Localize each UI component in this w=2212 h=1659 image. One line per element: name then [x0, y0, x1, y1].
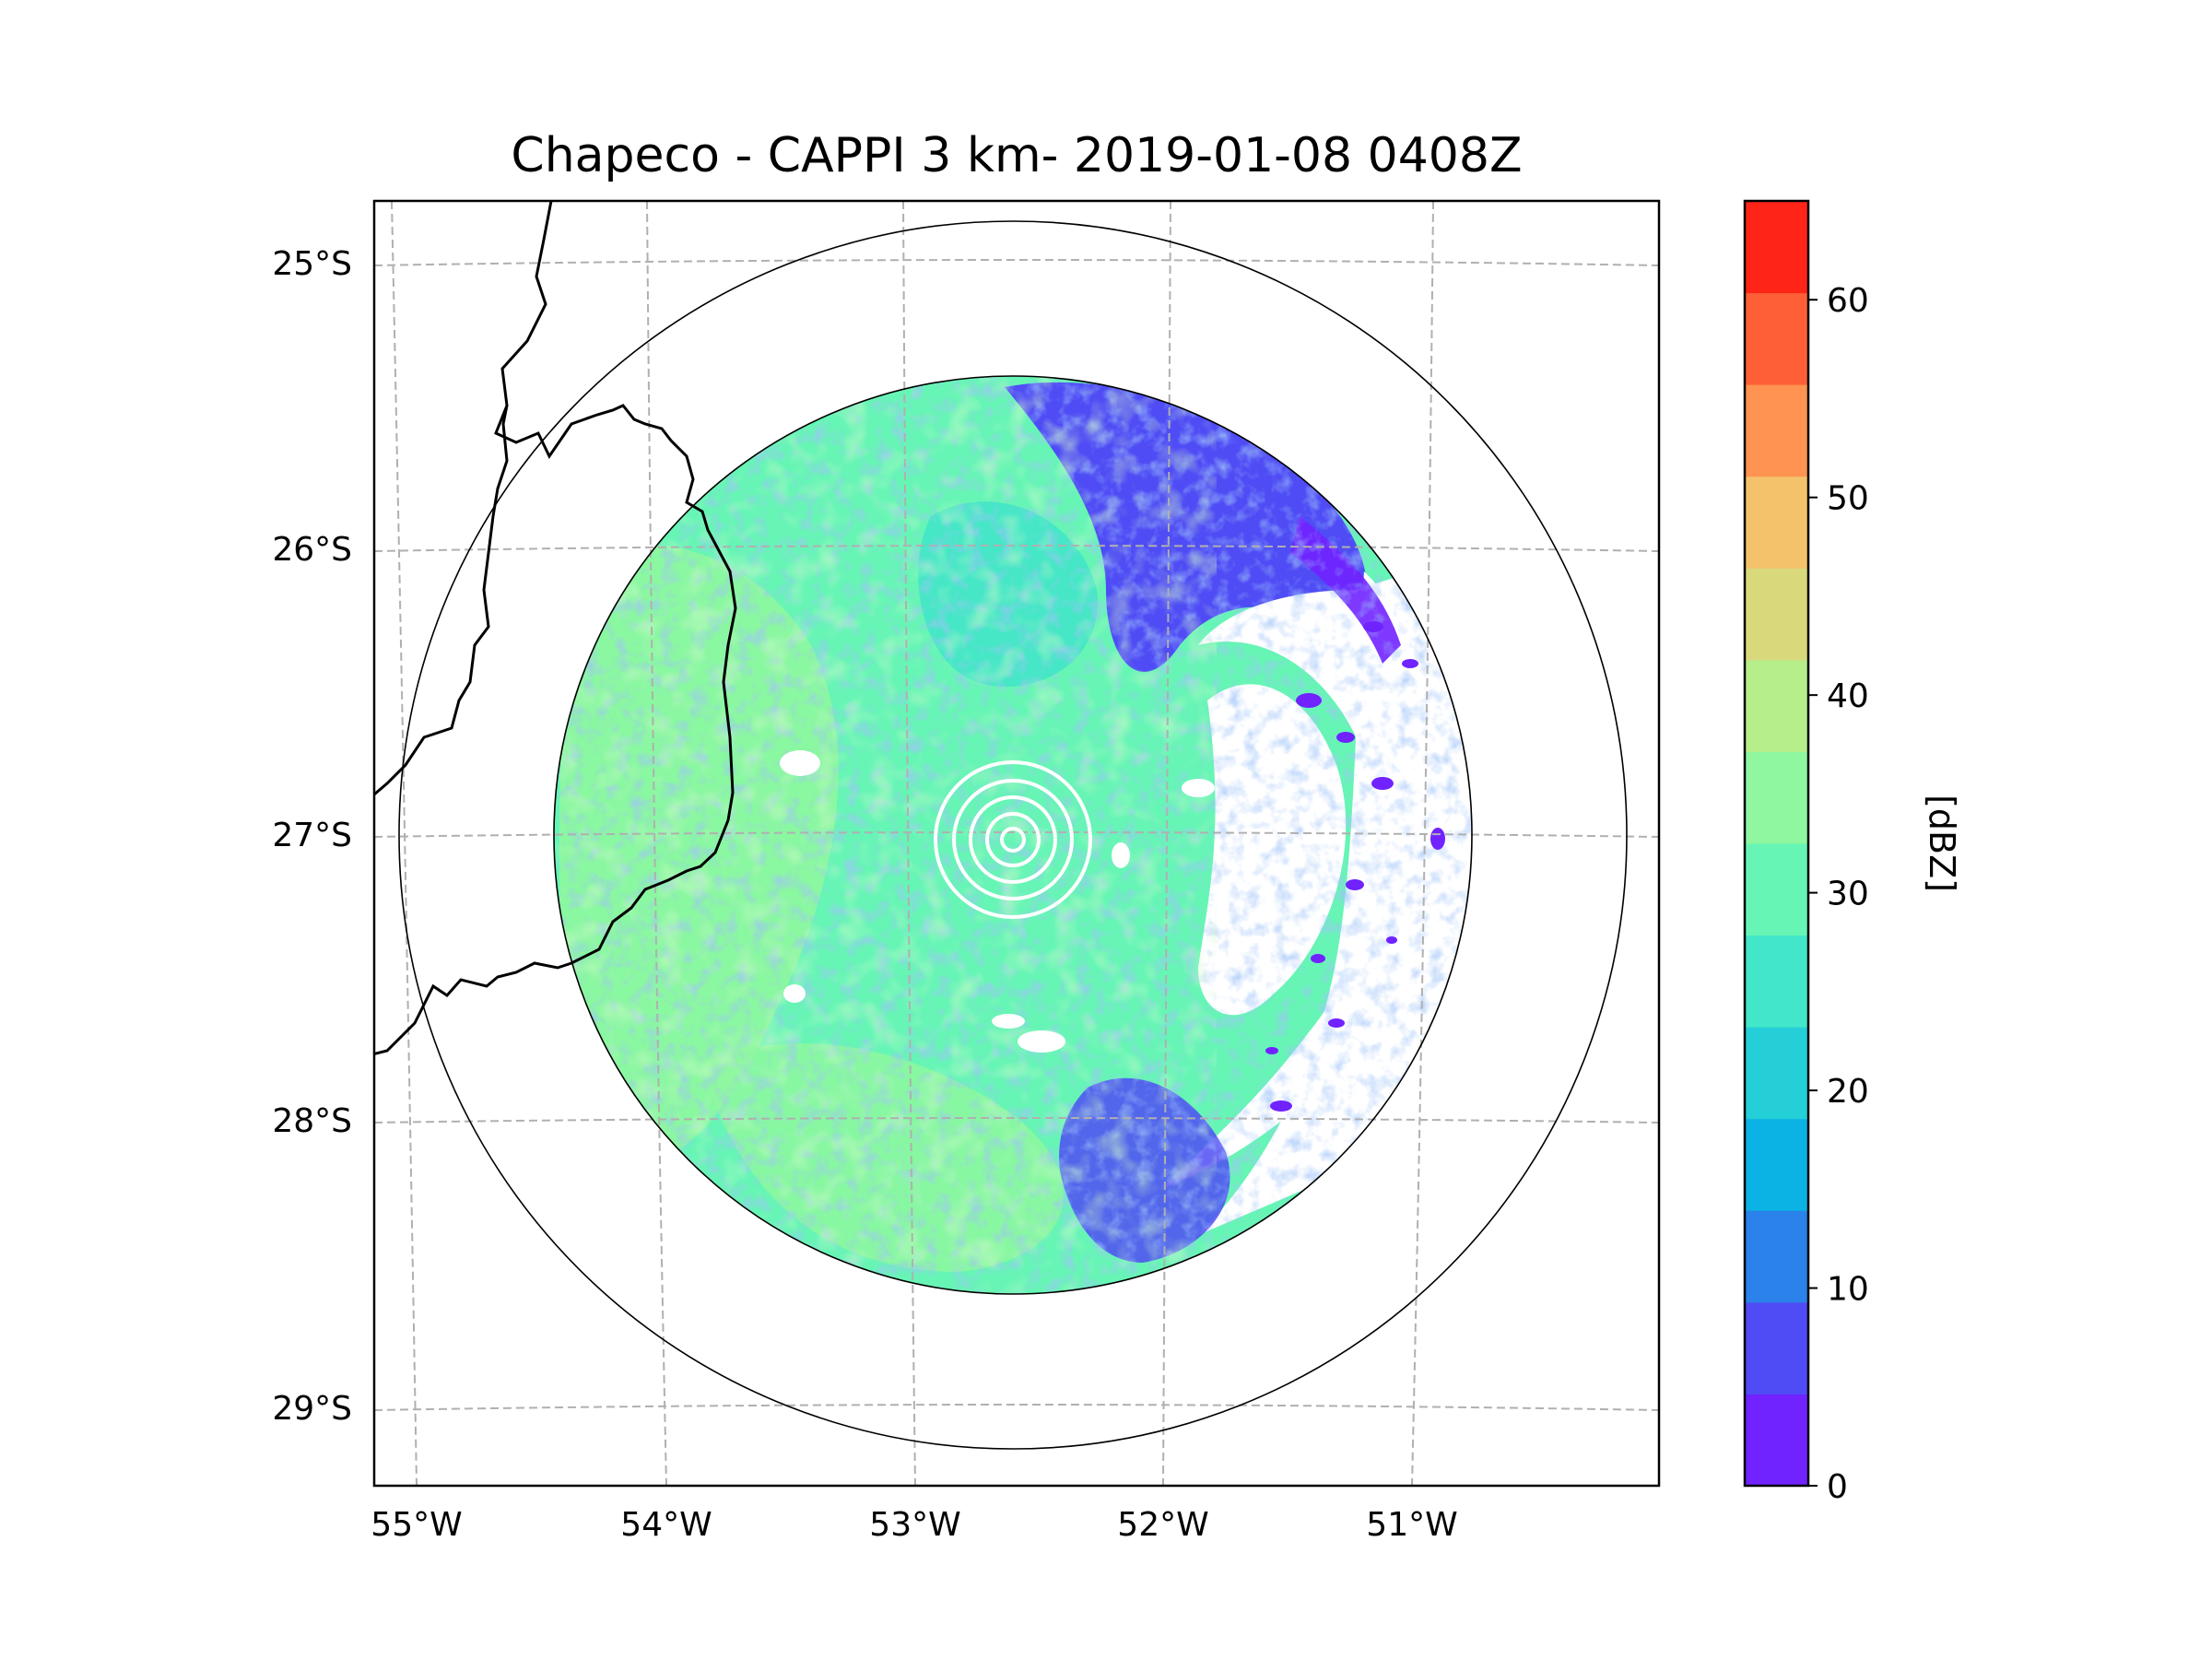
colorbar-segment: [1745, 659, 1808, 752]
colorbar-segment: [1745, 384, 1808, 477]
border-line-north-branch: [374, 405, 509, 796]
lat-tick-label: 27°S: [272, 817, 352, 854]
colorbar-segment: [1745, 1301, 1808, 1394]
range-ring-inner: [553, 375, 1473, 1295]
colorbar-segment: [1745, 568, 1808, 661]
lon-tick-label: 53°W: [869, 1506, 960, 1544]
colorbar-frame: [1743, 199, 1810, 1488]
range-rings: [398, 220, 1628, 1450]
border-line: [374, 201, 737, 1056]
colorbar-segment: [1745, 1210, 1808, 1303]
colorbar-tick-label: 20: [1827, 1073, 1869, 1111]
colorbar-tick-label: 50: [1827, 480, 1869, 518]
lat-tick-labels: 25°S 26°S 27°S 28°S 29°S: [272, 245, 352, 1428]
lon-tick-label: 52°W: [1117, 1506, 1208, 1544]
lon-tick-label: 55°W: [371, 1506, 462, 1544]
colorbar: 0 10 20 30 40 50 60: [1743, 199, 1869, 1506]
colorbar-tick-label: 10: [1827, 1271, 1869, 1309]
colorbar-tick-label: 30: [1827, 876, 1869, 913]
colorbar-segment: [1745, 1394, 1808, 1487]
scattered-echoes: [1265, 621, 1445, 1112]
colorbar-segment: [1745, 935, 1808, 1028]
colorbar-segment: [1745, 1027, 1808, 1120]
lat-tick-label: 29°S: [272, 1390, 352, 1428]
map-axes-frame: [372, 199, 1661, 1488]
lon-tick-labels: 55°W 54°W 53°W 52°W 51°W: [371, 1506, 1457, 1544]
colorbar-tick-label: 40: [1827, 677, 1869, 715]
lat-tick-label: 28°S: [272, 1102, 352, 1140]
colorbar-segment: [1745, 201, 1808, 294]
colorbar-tick-label: 0: [1827, 1468, 1848, 1506]
colorbar-segment: [1745, 292, 1808, 385]
colorbar-label: [dBZ]: [1922, 794, 1962, 892]
no-echo-pockets: [780, 750, 1215, 1053]
lat-tick-label: 26°S: [272, 531, 352, 569]
colorbar-segment: [1745, 1118, 1808, 1211]
lat-tick-label: 25°S: [272, 245, 352, 283]
chart-title: Chapeco - CAPPI 3 km- 2019-01-08 0408Z: [511, 128, 1522, 183]
range-ring-outer: [398, 220, 1628, 1450]
colorbar-segment: [1745, 476, 1808, 569]
radar-site-marker: [934, 760, 1092, 919]
colorbar-segment: [1745, 843, 1808, 936]
lon-tick-label: 54°W: [620, 1506, 712, 1544]
lon-tick-label: 51°W: [1366, 1506, 1457, 1544]
reflectivity-field: [554, 376, 1472, 1294]
colorbar-tick-label: 60: [1827, 282, 1869, 320]
colorbar-segment: [1745, 751, 1808, 844]
